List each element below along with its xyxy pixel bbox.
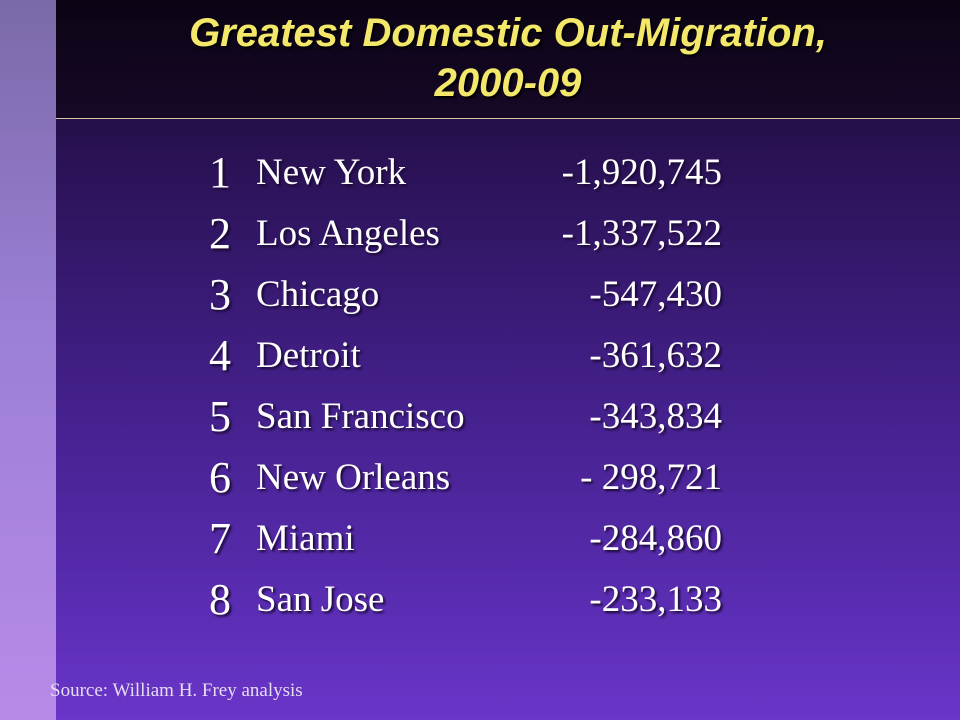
- rank-number: 8: [209, 575, 231, 624]
- slide-title-line-1: Greatest Domestic Out-Migration,: [189, 11, 827, 55]
- ranking-row: 7 Miami -284,860: [200, 512, 760, 573]
- slide-title-line-2: 2000-09: [434, 61, 582, 105]
- city-name: Chicago: [256, 274, 380, 315]
- city-name: San Francisco: [256, 396, 465, 437]
- left-accent-bar: [0, 0, 56, 720]
- city-name: New York: [256, 152, 407, 193]
- migration-value: -547,430: [589, 274, 722, 315]
- migration-value: -361,632: [589, 335, 722, 376]
- rank-number: 6: [209, 453, 231, 502]
- migration-value: -233,133: [589, 579, 722, 620]
- ranking-row: 8 San Jose -233,133: [200, 573, 760, 634]
- slide-title: Greatest Domestic Out-Migration, 2000-09: [56, 8, 960, 108]
- city-name: Los Angeles: [256, 213, 440, 254]
- city-name: New Orleans: [256, 457, 451, 498]
- rank-number: 7: [209, 514, 231, 563]
- ranking-row: 5 San Francisco -343,834: [200, 390, 760, 451]
- rank-number: 3: [209, 270, 231, 319]
- title-band: [56, 0, 960, 118]
- ranking-row: 6 New Orleans - 298,721: [200, 451, 760, 512]
- rank-number: 2: [209, 209, 231, 258]
- rank-number: 4: [209, 331, 231, 380]
- ranking-row: 4 Detroit -361,632: [200, 329, 760, 390]
- ranking-row: 2 Los Angeles -1,337,522: [200, 207, 760, 268]
- city-name: San Jose: [256, 579, 385, 620]
- city-name: Detroit: [256, 335, 361, 376]
- migration-value: - 298,721: [580, 457, 722, 498]
- ranking-row: 1 New York -1,920,745: [200, 146, 760, 207]
- city-name: Miami: [256, 518, 355, 559]
- ranking-row: 3 Chicago -547,430: [200, 268, 760, 329]
- migration-value: -343,834: [589, 396, 722, 437]
- rank-number: 5: [209, 392, 231, 441]
- migration-value: -1,337,522: [561, 213, 722, 254]
- source-note: Source: William H. Frey analysis: [50, 680, 303, 701]
- ranking-list: 1 New York -1,920,745 2 Los Angeles -1,3…: [200, 146, 760, 634]
- rank-number: 1: [209, 148, 231, 197]
- migration-value: -1,920,745: [561, 152, 722, 193]
- title-divider: [56, 118, 960, 119]
- migration-value: -284,860: [589, 518, 722, 559]
